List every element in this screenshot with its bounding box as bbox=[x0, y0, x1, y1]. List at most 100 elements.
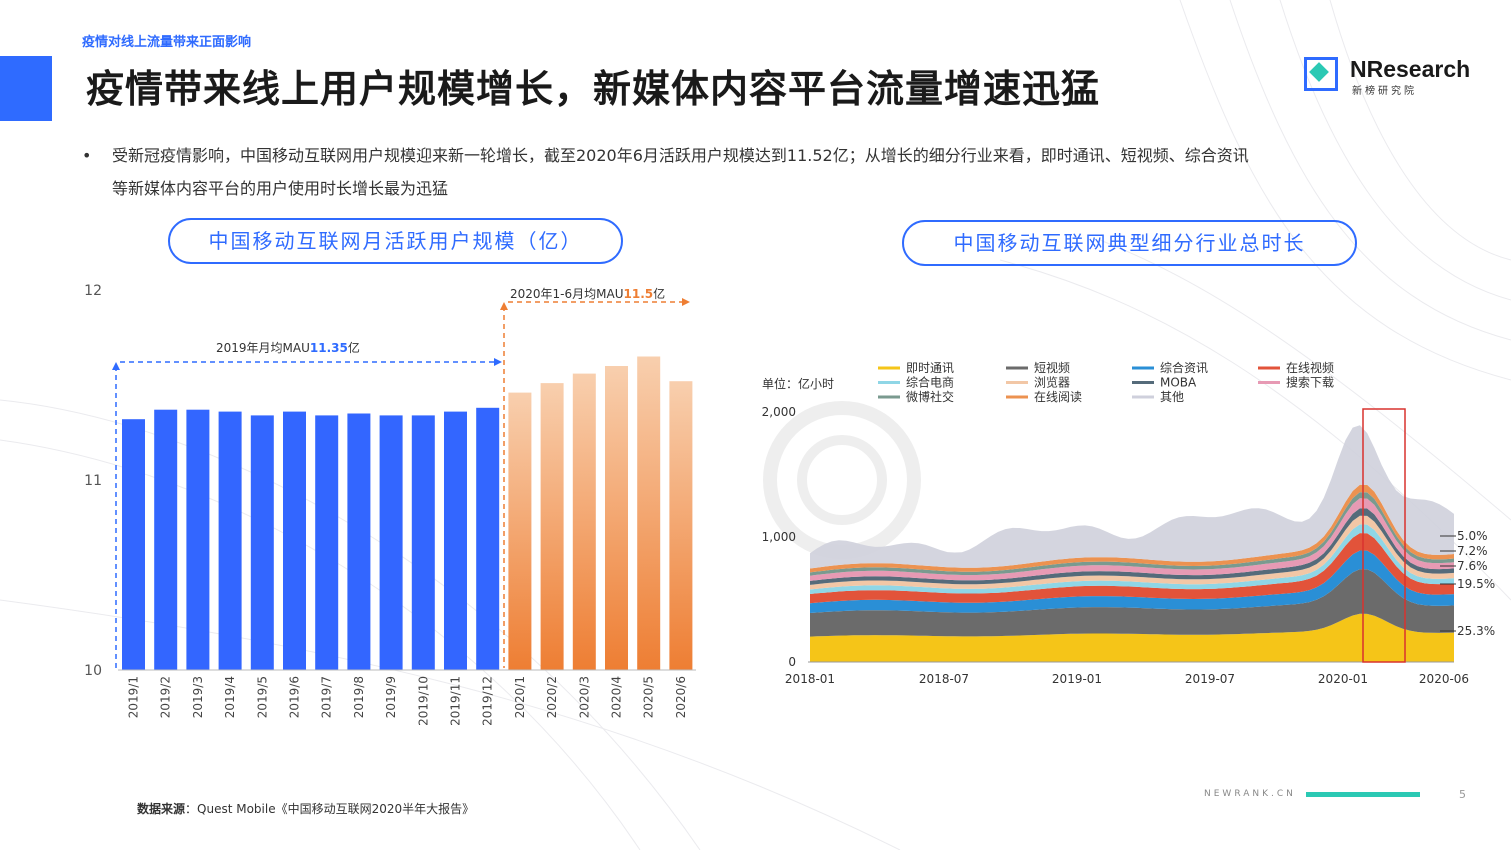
bullet-icon: • bbox=[82, 146, 92, 165]
x-tick-label: 2019/4 bbox=[223, 676, 237, 718]
x-tick-label: 2019/12 bbox=[481, 676, 495, 726]
x-tick-label: 2019/8 bbox=[352, 676, 366, 718]
area-x-tick-label: 2018-01 bbox=[785, 672, 835, 686]
y-tick-label: 12 bbox=[84, 283, 102, 299]
annotation-2019-value: 11.35 bbox=[310, 341, 348, 355]
bar-2020/6 bbox=[669, 381, 693, 670]
area-y-tick-label: 0 bbox=[788, 655, 796, 669]
legend-label: 在线阅读 bbox=[1034, 390, 1082, 404]
area-layer-1 bbox=[810, 613, 1454, 662]
area-layer-6 bbox=[810, 515, 1454, 590]
area-layer-10 bbox=[810, 484, 1454, 573]
legend-label: 搜索下载 bbox=[1286, 375, 1334, 390]
area-layer-8 bbox=[810, 498, 1454, 581]
bar-2019/11 bbox=[444, 411, 467, 670]
area-layer-9 bbox=[810, 492, 1454, 576]
page-number: 5 bbox=[1459, 788, 1466, 801]
area-layer-3 bbox=[810, 550, 1454, 613]
logo-icon bbox=[1304, 57, 1338, 91]
bar-2020/4 bbox=[605, 366, 628, 670]
area-x-tick-label: 2019-07 bbox=[1185, 672, 1235, 686]
bar-2019/6 bbox=[283, 411, 306, 670]
area-x-tick-label: 2020-01 bbox=[1318, 672, 1368, 686]
bar-2020/3 bbox=[572, 373, 596, 670]
highlight-box bbox=[1362, 408, 1406, 663]
x-tick-label: 2019/7 bbox=[320, 676, 334, 718]
legend-label: 综合资讯 bbox=[1160, 360, 1208, 375]
x-tick-label: 2019/9 bbox=[384, 676, 398, 718]
legend-label: 其他 bbox=[1160, 390, 1184, 404]
legend-label: 即时通讯 bbox=[906, 361, 954, 375]
share-label: 7.2% bbox=[1457, 544, 1488, 558]
x-tick-label: 2019/6 bbox=[288, 676, 302, 718]
legend-label: 微博社交 bbox=[906, 389, 954, 404]
section-tag: 疫情对线上流量带来正面影响 bbox=[82, 35, 252, 50]
bar-2020/2 bbox=[540, 383, 564, 670]
x-tick-label: 2020/1 bbox=[513, 676, 527, 718]
bar-2019/4 bbox=[218, 411, 242, 670]
bar-2019/12 bbox=[476, 407, 500, 670]
bar-2019/1 bbox=[122, 419, 145, 670]
legend-label: MOBA bbox=[1160, 376, 1197, 390]
logo-subtitle: 新榜研究院 bbox=[1352, 86, 1417, 97]
area-x-tick-label: 2019-01 bbox=[1052, 672, 1102, 686]
area-x-tick-label: 2018-07 bbox=[919, 672, 969, 686]
legend-label: 短视频 bbox=[1034, 360, 1070, 375]
y-tick-label: 10 bbox=[84, 663, 102, 679]
footer-bar bbox=[1306, 792, 1420, 797]
x-tick-label: 2019/10 bbox=[416, 676, 430, 726]
description-line-1: 受新冠疫情影响，中国移动互联网用户规模迎来新一轮增长，截至2020年6月活跃用户… bbox=[112, 146, 1249, 165]
source-text: ：Quest Mobile《中国移动互联网2020半年大报告》 bbox=[185, 802, 475, 816]
right-chart-title: 中国移动互联网典型细分行业总时长 bbox=[902, 220, 1357, 266]
share-label: 25.3% bbox=[1457, 624, 1495, 638]
legend-label: 在线视频 bbox=[1286, 360, 1334, 375]
bar-2020/1 bbox=[508, 392, 532, 670]
x-tick-label: 2019/5 bbox=[255, 676, 269, 718]
annotation-2020: 2020年1-6月均MAU11.5亿 bbox=[500, 286, 690, 668]
legend-label: 浏览器 bbox=[1034, 375, 1070, 390]
x-tick-label: 2019/2 bbox=[159, 676, 173, 718]
bar-2019/9 bbox=[379, 415, 403, 670]
share-label: 7.6% bbox=[1457, 559, 1488, 573]
x-tick-label: 2020/6 bbox=[674, 676, 688, 718]
footer-brand: NEWRANK.CN bbox=[1204, 789, 1296, 799]
share-label: 5.0% bbox=[1457, 529, 1488, 543]
annotation-2019-prefix: 2019年月均MAU bbox=[216, 341, 310, 355]
x-tick-label: 2020/5 bbox=[642, 676, 656, 718]
area-layer-5 bbox=[810, 524, 1454, 594]
x-tick-label: 2020/3 bbox=[577, 676, 591, 718]
svg-text:2020年1-6月均MAU11.5亿: 2020年1-6月均MAU11.5亿 bbox=[510, 286, 665, 301]
x-tick-label: 2020/2 bbox=[545, 676, 559, 718]
page-title: 疫情带来线上用户规模增长，新媒体内容平台流量增速迅猛 bbox=[86, 67, 1101, 111]
area-y-tick-label: 1,000 bbox=[762, 530, 796, 544]
bar-2019/5 bbox=[250, 415, 274, 670]
annotation-2020-suffix: 亿 bbox=[653, 286, 665, 301]
area-y-tick-label: 2,000 bbox=[762, 405, 796, 419]
unit-label: 单位：亿小时 bbox=[762, 376, 834, 391]
bar-2020/5 bbox=[637, 356, 661, 670]
bar-2019/8 bbox=[347, 413, 371, 670]
share-label: 19.5% bbox=[1457, 577, 1495, 591]
source-label: 数据来源 bbox=[137, 802, 186, 816]
source-note: 数据来源：Quest Mobile《中国移动互联网2020半年大报告》 bbox=[137, 800, 474, 817]
svg-text:2019年月均MAU11.35亿: 2019年月均MAU11.35亿 bbox=[216, 340, 360, 355]
annotation-2020-value: 11.5 bbox=[624, 287, 654, 301]
bar-2019/3 bbox=[186, 409, 210, 670]
x-tick-label: 2019/11 bbox=[449, 676, 463, 726]
legend-label: 综合电商 bbox=[906, 375, 954, 390]
bar-2019/2 bbox=[154, 409, 178, 670]
description: 受新冠疫情影响，中国移动互联网用户规模迎来新一轮增长，截至2020年6月活跃用户… bbox=[112, 139, 1412, 205]
x-tick-label: 2020/4 bbox=[610, 676, 624, 718]
x-tick-label: 2019/1 bbox=[127, 676, 141, 718]
annotation-2019: 2019年月均MAU11.35亿 bbox=[112, 340, 502, 668]
area-x-tick-label: 2020-06 bbox=[1419, 672, 1469, 686]
accent-bar bbox=[0, 56, 52, 121]
x-tick-label: 2019/3 bbox=[191, 676, 205, 718]
area-layer-7 bbox=[810, 508, 1454, 585]
area-layer-2 bbox=[810, 569, 1454, 637]
logo-name: NResearch bbox=[1350, 56, 1471, 82]
y-tick-label: 11 bbox=[84, 473, 102, 489]
description-line-2: 等新媒体内容平台的用户使用时长增长最为迅猛 bbox=[112, 179, 449, 198]
bar-2019/10 bbox=[411, 415, 435, 670]
